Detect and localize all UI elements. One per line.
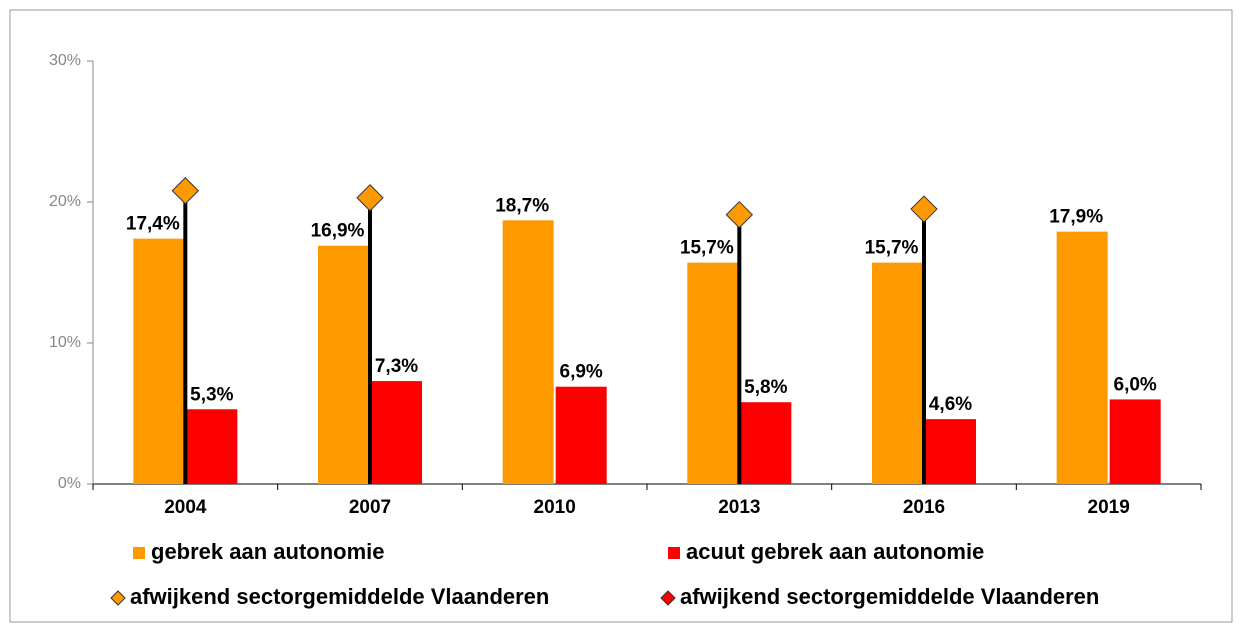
value-label: 18,7%	[495, 195, 549, 216]
legend-label: acuut gebrek aan autonomie	[686, 539, 984, 564]
bar	[872, 262, 923, 484]
y-tick-label: 30%	[49, 52, 81, 69]
value-label: 16,9%	[311, 221, 365, 242]
value-label: 17,4%	[126, 214, 180, 235]
value-label: 7,3%	[375, 356, 418, 377]
bar	[502, 220, 554, 484]
diamond-marker	[356, 184, 384, 212]
value-label: 6,9%	[560, 362, 603, 383]
legend-swatch	[668, 547, 680, 559]
value-label: 15,7%	[680, 238, 734, 259]
bar	[1109, 399, 1161, 484]
value-label: 15,7%	[865, 238, 919, 259]
y-tick-label: 20%	[49, 193, 81, 210]
x-tick-label: 2004	[164, 497, 207, 518]
diamond-marker	[910, 195, 938, 223]
x-tick-label: 2019	[1088, 497, 1130, 518]
x-tick-label: 2007	[349, 497, 391, 518]
value-label: 4,6%	[929, 394, 972, 415]
bar	[1056, 231, 1108, 484]
bar	[740, 402, 792, 484]
bar	[371, 381, 422, 484]
bar	[133, 238, 185, 484]
legend-swatch	[133, 547, 145, 559]
value-label: 5,3%	[190, 384, 233, 405]
x-tick-label: 2013	[718, 497, 760, 518]
value-label: 5,8%	[744, 377, 787, 398]
value-label: 17,9%	[1049, 207, 1103, 228]
bar	[687, 262, 739, 484]
diamond-marker	[171, 177, 200, 205]
legend-swatch	[110, 590, 126, 606]
bar	[186, 409, 238, 484]
y-tick-label: 10%	[49, 334, 81, 351]
legend-label: afwijkend sectorgemiddelde Vlaanderen	[680, 584, 1099, 609]
value-label: 6,0%	[1114, 374, 1157, 395]
chart-border	[9, 9, 1233, 623]
diamond-marker	[725, 200, 754, 229]
bar	[925, 419, 976, 484]
y-tick-label: 0%	[58, 475, 81, 492]
legend-swatch	[660, 590, 676, 606]
bar	[555, 386, 607, 484]
x-tick-label: 2010	[534, 497, 576, 518]
legend-label: afwijkend sectorgemiddelde Vlaanderen	[130, 584, 549, 609]
x-tick-label: 2016	[903, 497, 945, 518]
bar	[318, 245, 369, 484]
legend-label: gebrek aan autonomie	[151, 539, 385, 564]
